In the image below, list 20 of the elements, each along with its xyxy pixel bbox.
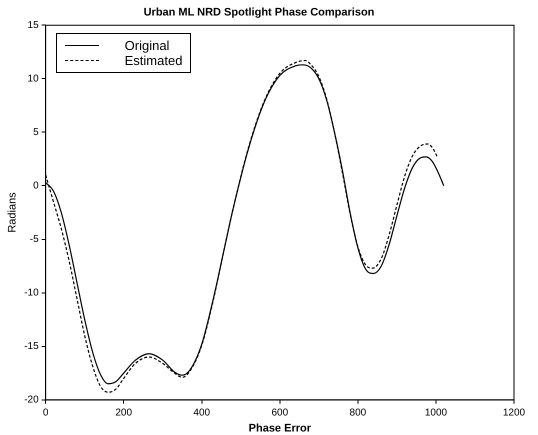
x-tick-label: 0 (42, 408, 49, 419)
x-tick-label: 1200 (502, 408, 526, 419)
y-tick-label: -15 (24, 341, 40, 352)
x-tick-label: 400 (193, 408, 211, 419)
y-tick-label: 10 (28, 73, 40, 84)
legend-label: Estimated (124, 53, 182, 68)
y-tick-label: 15 (28, 20, 40, 31)
chart-title: Urban ML NRD Spotlight Phase Comparison (144, 6, 375, 19)
y-tick-label: 5 (33, 126, 40, 138)
x-tick-label: 1000 (424, 408, 448, 419)
y-tick-label: -5 (30, 234, 40, 246)
y-tick-label: 0 (33, 180, 40, 192)
x-axis-title: Phase Error (248, 422, 312, 434)
x-tick-label: 800 (350, 408, 367, 419)
y-tick-label: -20 (24, 394, 40, 406)
legend-label: Original (124, 38, 170, 54)
x-tick-label: 200 (115, 408, 132, 419)
y-axis-title: Radians (6, 192, 19, 233)
y-tick-label: -10 (24, 288, 40, 299)
x-tick-label: 600 (271, 408, 289, 419)
